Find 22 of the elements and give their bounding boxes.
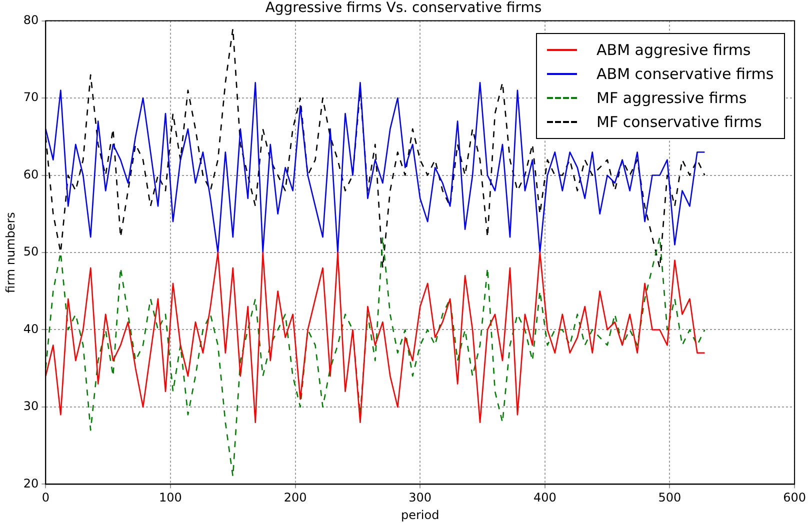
x-tick-label: 200 [284, 490, 307, 505]
chart-title: Aggressive firms Vs. conservative firms [265, 0, 542, 16]
x-tick-label: 500 [658, 490, 682, 505]
y-axis-title: firm numbers [3, 212, 18, 293]
y-tick-label: 70 [23, 90, 39, 104]
legend-label: MF aggressive firms [596, 88, 747, 109]
legend-label: ABM conservative firms [596, 64, 774, 85]
x-tick-label: 300 [408, 490, 432, 505]
x-tick-label: 100 [159, 490, 182, 505]
line-series [46, 236, 706, 478]
y-tick-label: 50 [23, 244, 39, 259]
y-tick-label: 20 [23, 476, 39, 490]
x-tick-label: 0 [42, 490, 50, 505]
x-tick-label: 600 [783, 490, 806, 505]
legend-label: MF conservative firms [596, 112, 762, 133]
y-tick-label: 40 [23, 322, 39, 336]
x-axis-title: period [400, 508, 440, 522]
x-tick-label: 400 [533, 490, 556, 505]
y-tick-label: 30 [23, 399, 39, 414]
y-tick-label: 60 [23, 167, 39, 182]
y-tick-label: 80 [23, 12, 39, 27]
legend-label: ABM aggresive firms [596, 40, 751, 61]
